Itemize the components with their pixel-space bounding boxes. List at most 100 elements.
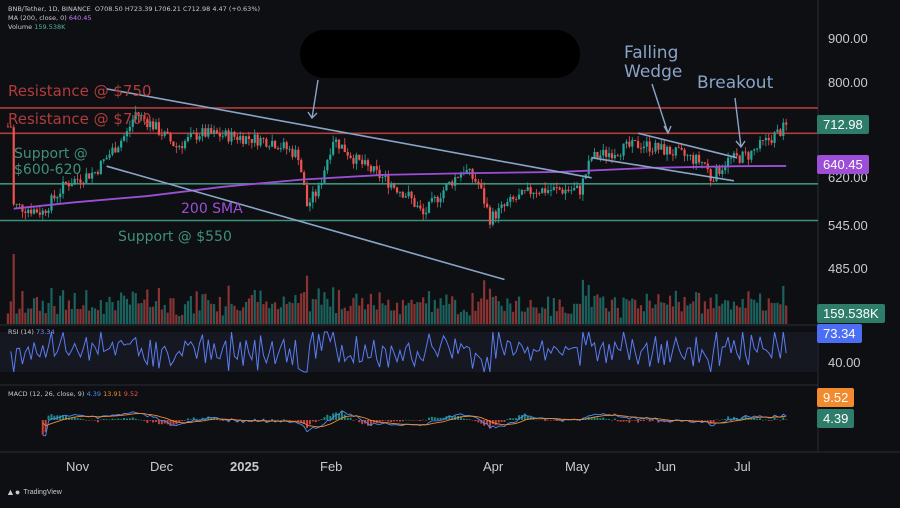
volume-bar	[416, 302, 419, 324]
macd-histogram-bar	[131, 417, 134, 420]
volume-bar	[512, 311, 515, 324]
candle-body	[395, 187, 399, 193]
candle-body	[340, 144, 343, 149]
macd-histogram-bar	[750, 419, 753, 420]
volume-bar	[584, 295, 587, 324]
volume-bar	[329, 306, 332, 324]
candle-body	[558, 187, 561, 190]
candle-body	[602, 149, 605, 156]
candle-body	[523, 189, 526, 191]
candle-body	[549, 190, 553, 191]
macd-histogram-bar	[535, 419, 538, 421]
price-axis-label: 545.00	[828, 218, 868, 233]
macd-histogram-bar	[608, 419, 611, 420]
volume-bar	[738, 307, 741, 324]
candle-body	[85, 173, 88, 183]
volume-bar	[488, 288, 492, 324]
volume-bar	[767, 298, 770, 324]
macd-histogram-bar	[448, 415, 451, 420]
macd-histogram-bar	[497, 420, 500, 423]
volume-bar	[517, 296, 521, 324]
volume-bar	[41, 300, 44, 324]
macd-histogram-bar	[425, 420, 428, 421]
candle-body	[648, 141, 651, 152]
volume-bar	[686, 305, 689, 324]
macd-histogram-bar	[433, 417, 436, 420]
macd-histogram-bar	[160, 420, 163, 425]
candle-body	[416, 205, 419, 207]
macd-histogram-bar	[634, 420, 637, 421]
macd-histogram-bar	[544, 420, 547, 422]
macd-histogram-bar	[105, 419, 108, 420]
candle-body	[454, 177, 457, 186]
candle-body	[552, 187, 555, 191]
macd-histogram-bar	[593, 416, 596, 420]
rsi-band	[0, 332, 818, 372]
volume-bar	[337, 290, 341, 324]
macd-histogram-bar	[782, 417, 785, 420]
volume-bar	[651, 308, 654, 324]
macd-histogram-bar	[727, 416, 730, 420]
volume-bar	[253, 290, 256, 324]
candle-body	[651, 151, 654, 153]
candle-body	[526, 187, 529, 191]
macd-histogram-bar	[311, 420, 314, 422]
volume-bar	[361, 298, 364, 324]
volume-bar	[271, 303, 274, 324]
volume-bar	[6, 313, 10, 324]
tradingview-logo[interactable]: ▲● TradingView	[6, 487, 62, 497]
macd-histogram-bar	[59, 415, 62, 420]
candle-body	[250, 139, 253, 143]
candle-body	[259, 138, 262, 146]
volume-bar	[654, 304, 657, 324]
macd-histogram-bar	[288, 420, 291, 422]
volume-bar	[102, 314, 105, 324]
macd-histogram-bar	[628, 420, 631, 423]
candle-body	[663, 144, 666, 155]
volume-bar	[721, 303, 724, 324]
candle-body	[666, 146, 669, 155]
volume-bar	[183, 304, 187, 324]
macd-histogram-bar	[85, 420, 88, 421]
time-axis-label: Dec	[150, 459, 174, 474]
volume-bar	[465, 311, 468, 324]
volume-bar	[9, 301, 12, 324]
candle-body	[488, 207, 492, 225]
candle-body	[407, 191, 410, 197]
macd-histogram-bar	[605, 419, 608, 420]
macd-histogram-bar	[88, 420, 91, 421]
volume-bar	[666, 304, 669, 324]
candle-body	[715, 165, 718, 182]
macd-histogram-bar	[506, 419, 509, 420]
volume-bar	[268, 308, 271, 324]
volume-bar	[575, 303, 579, 324]
volume-bar	[201, 294, 204, 324]
candle-body	[700, 162, 704, 164]
macd-histogram-bar	[317, 420, 320, 421]
candle-body	[610, 153, 614, 159]
candle-body	[79, 179, 82, 183]
candle-body	[59, 193, 62, 198]
volume-bar	[634, 299, 637, 324]
macd-histogram-bar	[700, 420, 703, 422]
macd-histogram-bar	[157, 420, 160, 425]
candle-body	[76, 179, 79, 180]
macd-histogram-bar	[651, 420, 654, 422]
candle-body	[439, 198, 442, 203]
macd-histogram-bar	[654, 419, 657, 421]
candle-body	[419, 205, 422, 209]
volume-bar	[273, 302, 277, 324]
macd-histogram-bar	[50, 414, 53, 420]
candle-body	[532, 192, 535, 195]
macd-histogram-bar	[695, 420, 698, 421]
macd-histogram-bar	[756, 418, 759, 420]
support-550-label: Support @ $550	[118, 229, 232, 245]
volume-bar	[346, 310, 349, 324]
macd-histogram-bar	[99, 419, 102, 421]
volume-bar	[546, 296, 550, 324]
candle-body	[729, 157, 733, 159]
volume-bar	[573, 303, 576, 324]
volume-bar	[622, 297, 625, 324]
volume-bar	[285, 304, 288, 324]
